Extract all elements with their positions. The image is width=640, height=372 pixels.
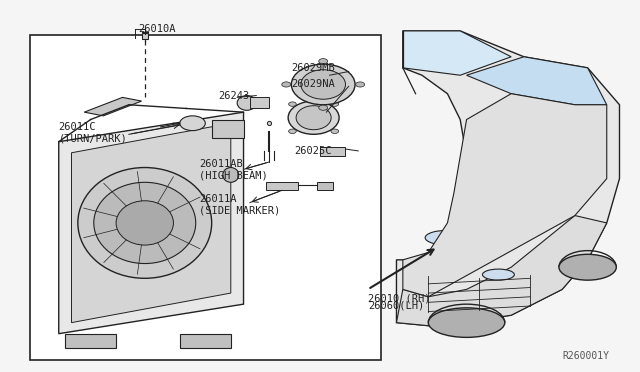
FancyBboxPatch shape	[266, 182, 298, 190]
Text: 26243: 26243	[218, 90, 250, 100]
Ellipse shape	[180, 116, 205, 131]
Polygon shape	[403, 31, 511, 75]
Text: R260001Y: R260001Y	[562, 351, 609, 361]
Ellipse shape	[559, 254, 616, 280]
Ellipse shape	[301, 70, 346, 99]
FancyBboxPatch shape	[30, 35, 381, 359]
Ellipse shape	[483, 269, 515, 280]
Ellipse shape	[319, 59, 328, 64]
Ellipse shape	[94, 182, 196, 263]
Polygon shape	[72, 123, 231, 323]
FancyBboxPatch shape	[320, 147, 346, 157]
Ellipse shape	[289, 129, 296, 134]
FancyBboxPatch shape	[250, 97, 269, 109]
Polygon shape	[59, 112, 244, 334]
Polygon shape	[180, 334, 231, 349]
Text: 26010 (RH): 26010 (RH)	[368, 294, 430, 304]
Polygon shape	[403, 94, 607, 297]
Ellipse shape	[223, 167, 239, 182]
Text: 26025C: 26025C	[294, 146, 332, 156]
Polygon shape	[65, 334, 116, 349]
Ellipse shape	[356, 82, 365, 87]
Ellipse shape	[116, 201, 173, 245]
Text: 26011AB
(HIGH BEAM): 26011AB (HIGH BEAM)	[199, 159, 268, 181]
Ellipse shape	[331, 102, 339, 106]
Polygon shape	[396, 215, 607, 326]
Ellipse shape	[319, 105, 328, 110]
FancyBboxPatch shape	[317, 182, 333, 190]
Ellipse shape	[237, 96, 256, 110]
Ellipse shape	[296, 106, 331, 130]
Ellipse shape	[291, 64, 355, 105]
Text: 26010A: 26010A	[138, 24, 176, 34]
Ellipse shape	[78, 167, 212, 278]
Ellipse shape	[331, 129, 339, 134]
Ellipse shape	[425, 230, 470, 245]
Text: 26011C
(TURN/PARK): 26011C (TURN/PARK)	[59, 122, 127, 143]
Text: 26060(LH): 26060(LH)	[368, 301, 424, 311]
Ellipse shape	[282, 82, 291, 87]
Ellipse shape	[288, 101, 339, 134]
Polygon shape	[467, 57, 607, 105]
Ellipse shape	[428, 308, 505, 337]
Polygon shape	[212, 119, 244, 138]
Text: 26029MB: 26029MB	[291, 63, 335, 73]
Text: 26029NA: 26029NA	[291, 80, 335, 89]
Text: 26011A
(SIDE MARKER): 26011A (SIDE MARKER)	[199, 195, 280, 216]
Polygon shape	[396, 31, 620, 326]
Ellipse shape	[289, 102, 296, 106]
Polygon shape	[84, 97, 141, 116]
